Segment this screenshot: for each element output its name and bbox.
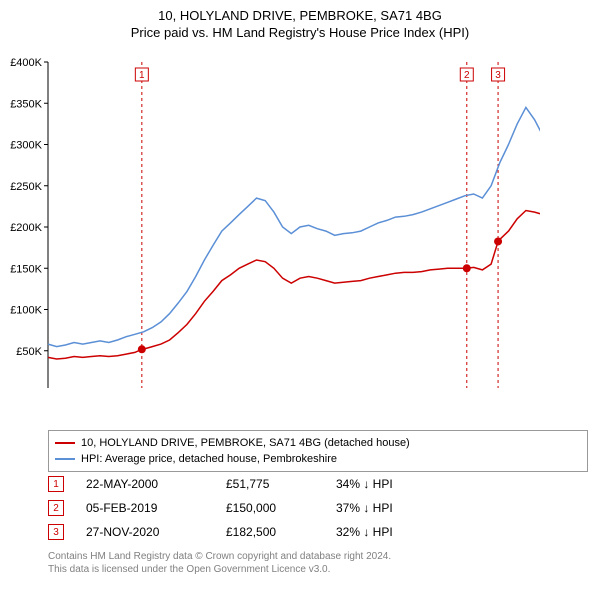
title-line-2: Price paid vs. HM Land Registry's House … xyxy=(0,25,600,40)
legend-swatch xyxy=(55,458,75,460)
legend-row: 10, HOLYLAND DRIVE, PEMBROKE, SA71 4BG (… xyxy=(55,435,581,451)
legend-label: 10, HOLYLAND DRIVE, PEMBROKE, SA71 4BG (… xyxy=(81,437,410,449)
y-tick-label: £350K xyxy=(10,98,42,110)
event-marker-label: 3 xyxy=(495,70,501,81)
y-tick-label: £300K xyxy=(10,140,42,152)
events-table: 1 22-MAY-2000£51,77534% ↓ HPI 2 05-FEB-2019… xyxy=(48,472,588,544)
y-tick-label: £200K xyxy=(10,222,42,234)
event-marker: 2 xyxy=(48,500,64,516)
event-price: £51,775 xyxy=(226,477,336,491)
event-delta: 32% ↓ HPI xyxy=(336,525,446,539)
event-date: 27-NOV-2020 xyxy=(86,525,226,539)
event-delta: 34% ↓ HPI xyxy=(336,477,446,491)
y-tick-label: £100K xyxy=(10,305,42,317)
event-row: 3 27-NOV-2020£182,50032% ↓ HPI xyxy=(48,520,588,544)
price-chart: £0 £50K £100K £150K £200K £250K £300K £350K £400… xyxy=(0,58,540,388)
event-marker-label: 1 xyxy=(139,70,145,81)
y-tick-label: £250K xyxy=(10,181,42,193)
event-marker: 3 xyxy=(48,524,64,540)
event-price: £182,500 xyxy=(226,525,336,539)
legend-swatch xyxy=(55,442,75,444)
page-container: 10, HOLYLAND DRIVE, PEMBROKE, SA71 4BG P… xyxy=(0,0,600,590)
legend-box: 10, HOLYLAND DRIVE, PEMBROKE, SA71 4BG (… xyxy=(48,430,588,472)
series-hpi xyxy=(48,107,540,346)
y-tick-label: £0 xyxy=(30,387,42,388)
legend-label: HPI: Average price, detached house, Pemb… xyxy=(81,453,337,465)
y-tick-label: £400K xyxy=(10,58,42,69)
series-property xyxy=(48,211,540,360)
event-price: £150,000 xyxy=(226,501,336,515)
title-block: 10, HOLYLAND DRIVE, PEMBROKE, SA71 4BG P… xyxy=(0,0,600,40)
event-date: 22-MAY-2000 xyxy=(86,477,226,491)
y-tick-label: £50K xyxy=(16,346,42,358)
legend-row: HPI: Average price, detached house, Pemb… xyxy=(55,451,581,467)
event-date: 05-FEB-2019 xyxy=(86,501,226,515)
title-line-1: 10, HOLYLAND DRIVE, PEMBROKE, SA71 4BG xyxy=(0,8,600,23)
attribution-line-2: This data is licensed under the Open Gov… xyxy=(48,563,588,576)
event-row: 1 22-MAY-2000£51,77534% ↓ HPI xyxy=(48,472,588,496)
event-row: 2 05-FEB-2019£150,00037% ↓ HPI xyxy=(48,496,588,520)
y-tick-label: £150K xyxy=(10,263,42,275)
event-marker-label: 2 xyxy=(464,70,470,81)
event-delta: 37% ↓ HPI xyxy=(336,501,446,515)
event-marker: 1 xyxy=(48,476,64,492)
attribution-line-1: Contains HM Land Registry data © Crown c… xyxy=(48,550,588,563)
attribution-text: Contains HM Land Registry data © Crown c… xyxy=(48,550,588,576)
